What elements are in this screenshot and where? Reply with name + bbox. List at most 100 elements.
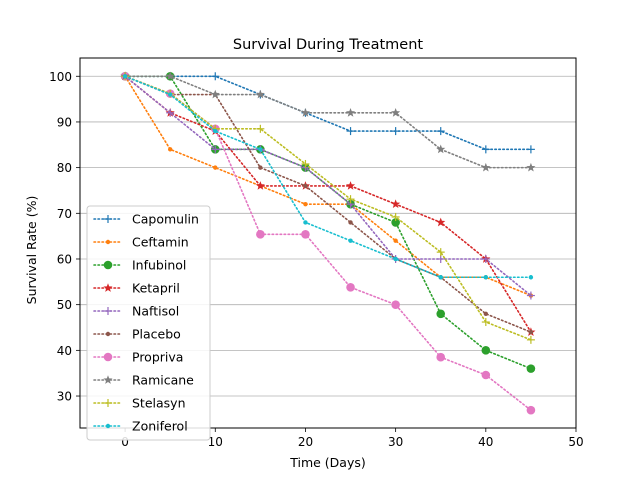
legend-marker: [105, 423, 111, 429]
data-point-ceftamin: [393, 238, 398, 243]
data-point-propriva: [391, 300, 400, 309]
legend-entry-stelasyn: Stelasyn: [93, 396, 186, 411]
y-tick-label: 60: [57, 252, 72, 266]
data-point-stelasyn: [436, 248, 445, 257]
x-tick-label: 40: [478, 435, 493, 449]
data-point-ramicane: [481, 162, 491, 172]
data-point-placebo: [303, 183, 308, 189]
data-point-ramicane: [210, 89, 220, 99]
data-point-propriva: [256, 230, 265, 239]
x-tick-label: 0: [121, 435, 129, 449]
data-point-zoniferol: [348, 238, 353, 243]
legend-marker: [104, 399, 112, 407]
legend-entry-ketapril: Ketapril: [93, 281, 180, 296]
data-point-propriva: [346, 283, 355, 292]
legend-entry-naftisol: Naftisol: [93, 304, 179, 319]
data-point-naftisol: [436, 254, 445, 263]
legend-marker: [105, 239, 111, 245]
data-point-stelasyn: [346, 195, 355, 204]
series-line-ketapril: [124, 75, 532, 333]
data-point-zoniferol: [213, 128, 218, 134]
chart-title: Survival During Treatment: [233, 37, 424, 53]
data-point-stelasyn: [526, 335, 535, 344]
x-tick-label: 30: [388, 435, 403, 449]
data-point-ramicane: [391, 108, 401, 117]
data-point-capomulin: [211, 72, 220, 81]
legend-entry-ceftamin: Ceftamin: [93, 235, 189, 250]
series-line-placebo: [124, 75, 532, 333]
series-line-capomulin: [124, 75, 532, 151]
legend-entry-zoniferol: Zoniferol: [93, 419, 188, 434]
data-point-ketapril: [391, 199, 401, 209]
legend-marker: [103, 352, 113, 362]
data-point-zoniferol: [122, 74, 128, 79]
data-point-ramicane: [165, 71, 175, 81]
legend-marker: [103, 375, 113, 384]
data-point-zoniferol: [167, 92, 173, 97]
x-tick-label: 50: [568, 435, 583, 449]
legend-label: Naftisol: [132, 304, 179, 319]
data-point-capomulin: [481, 145, 490, 154]
legend-label: Placebo: [132, 327, 181, 342]
series-line-stelasyn: [124, 75, 532, 341]
legend-entry-placebo: Placebo: [93, 327, 181, 342]
data-point-naftisol: [526, 291, 535, 300]
data-point-ketapril: [436, 217, 446, 227]
data-point-stelasyn: [481, 318, 490, 327]
legend-marker: [105, 331, 111, 337]
x-tick-label: 10: [208, 435, 223, 449]
data-point-ramicane: [300, 108, 311, 117]
data-point-capomulin: [346, 127, 355, 136]
y-axis-label: Survival Rate (%): [24, 196, 39, 305]
y-tick-label: 70: [57, 207, 72, 221]
series-layer: [120, 71, 536, 415]
data-point-stelasyn: [256, 124, 265, 133]
legend-label: Ceftamin: [132, 235, 189, 250]
y-tick-label: 40: [57, 344, 72, 358]
legend-marker: [103, 260, 113, 270]
data-point-propriva: [526, 405, 536, 415]
data-point-naftisol: [211, 145, 220, 154]
series-zoniferol: [122, 74, 534, 280]
data-point-zoniferol: [438, 275, 443, 280]
x-axis-ticks: 0 10 20 30 40 50: [121, 428, 584, 449]
legend-label: Capomulin: [132, 212, 199, 227]
data-point-placebo: [528, 329, 534, 335]
data-point-zoniferol: [303, 220, 308, 225]
data-point-capomulin: [526, 145, 535, 154]
legend-entry-propriva: Propriva: [93, 350, 183, 365]
data-point-infubinol: [481, 346, 491, 355]
legend-marker: [104, 307, 112, 315]
x-axis-label: Time (Days): [289, 455, 366, 470]
data-point-placebo: [258, 165, 263, 170]
y-tick-label: 100: [49, 70, 72, 84]
data-point-zoniferol: [258, 147, 263, 152]
legend: Capomulin Ceftamin Infubinol Ketapril Naftis…: [86, 205, 211, 441]
data-point-stelasyn: [391, 212, 400, 221]
data-point-ramicane: [345, 108, 356, 117]
legend-label: Zoniferol: [132, 419, 188, 434]
plot-frame: [79, 57, 577, 429]
data-point-ramicane: [255, 89, 265, 99]
data-point-naftisol: [166, 108, 175, 117]
data-point-ceftamin: [303, 201, 308, 207]
y-tick-label: 90: [57, 115, 72, 129]
data-point-ceftamin: [167, 147, 173, 152]
series-stelasyn: [121, 72, 535, 344]
data-point-ramicane: [436, 144, 446, 154]
series-line-ramicane: [124, 75, 532, 169]
legend-label: Propriva: [132, 350, 183, 365]
data-point-infubinol: [526, 364, 536, 373]
y-tick-label: 30: [57, 390, 72, 404]
data-point-zoniferol: [528, 275, 534, 280]
legend-label: Ketapril: [132, 281, 180, 296]
data-point-naftisol: [481, 254, 490, 263]
x-tick-label: 20: [298, 435, 313, 449]
data-point-ceftamin: [213, 165, 218, 170]
y-axis-ticks: 30 40 50 60 70 80 90 100: [49, 70, 80, 404]
y-tick-label: 50: [57, 298, 72, 312]
y-tick-label: 80: [57, 161, 72, 175]
data-point-propriva: [481, 370, 491, 380]
legend-label: Infubinol: [132, 258, 186, 273]
